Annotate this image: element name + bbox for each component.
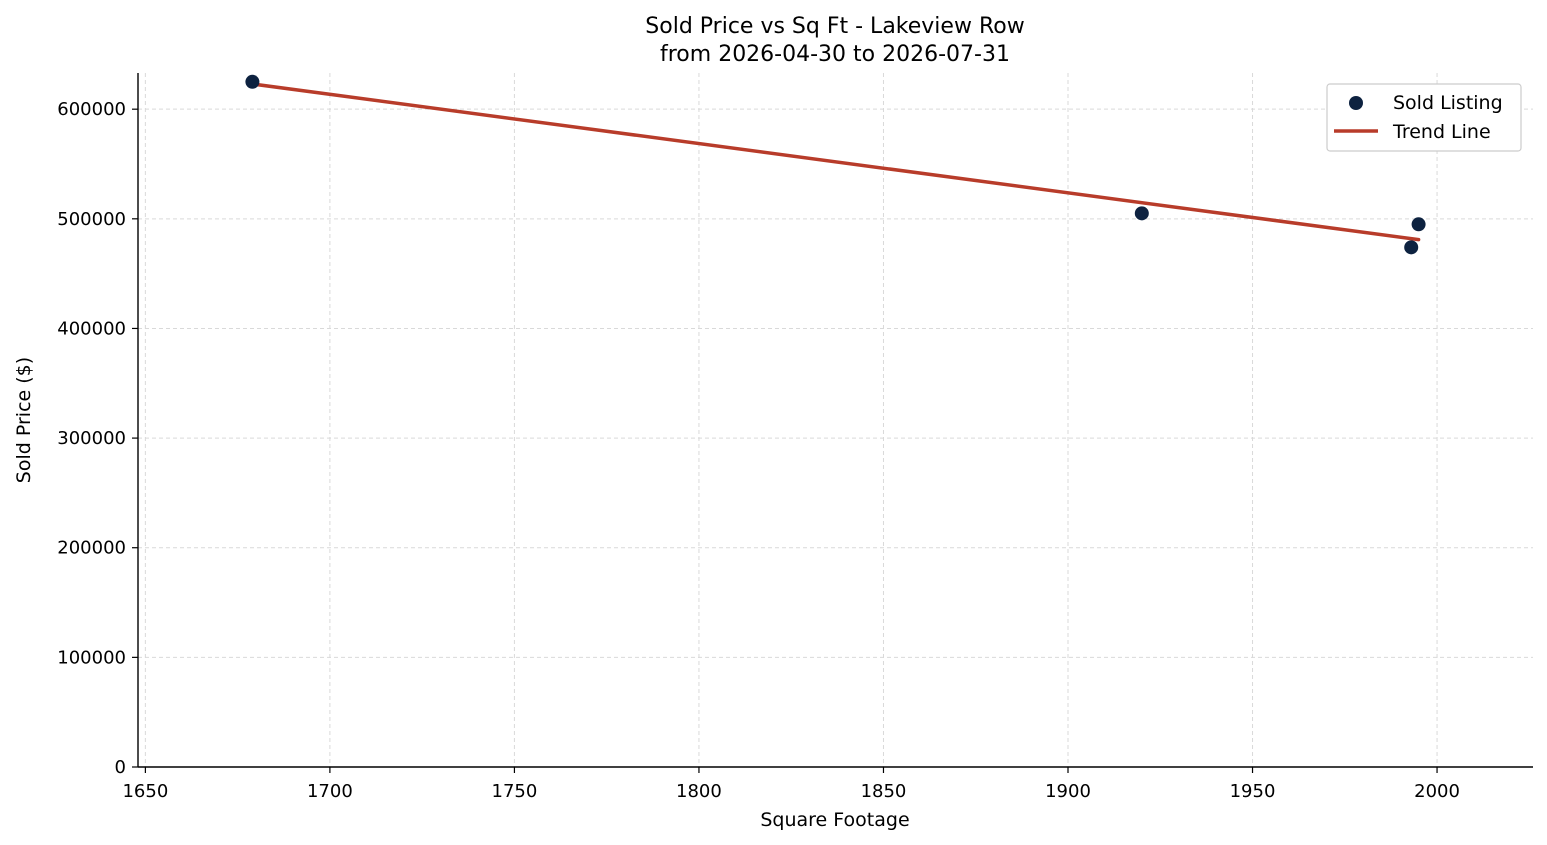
x-axis-label: Square Footage [760, 809, 909, 831]
x-tick-label: 1900 [1045, 781, 1091, 802]
y-tick-label: 500000 [57, 209, 126, 230]
x-ticks: 1650 1700 1750 1800 1850 1900 1950 2000 [122, 767, 1460, 802]
trend-line [250, 82, 1421, 242]
legend-label-sold-listing: Sold Listing [1393, 92, 1503, 114]
y-tick-label: 100000 [57, 647, 126, 668]
y-tick-label: 600000 [57, 99, 126, 120]
x-tick-label: 1850 [861, 781, 907, 802]
chart-title-line2: from 2026-04-30 to 2026-07-31 [660, 42, 1010, 67]
x-tick-label: 1650 [122, 781, 168, 802]
legend-label-trend-line: Trend Line [1392, 121, 1491, 143]
chart-title-line1: Sold Price vs Sq Ft - Lakeview Row [645, 14, 1024, 39]
x-tick-label: 1700 [307, 781, 353, 802]
y-ticks: 0 100000 200000 300000 400000 500000 600000 [57, 99, 138, 778]
scatter-point [1134, 206, 1149, 221]
y-tick-label: 200000 [57, 538, 126, 559]
legend: Sold Listing Trend Line [1326, 83, 1522, 152]
x-tick-label: 1800 [676, 781, 722, 802]
scatter-point [245, 74, 260, 89]
y-tick-label: 400000 [57, 318, 126, 339]
x-tick-label: 2000 [1414, 781, 1460, 802]
y-tick-label: 0 [115, 757, 126, 778]
x-tick-label: 1950 [1230, 781, 1276, 802]
scatter-point [1404, 240, 1419, 255]
x-tick-label: 1750 [492, 781, 538, 802]
scatter-point [1411, 217, 1426, 232]
y-tick-label: 300000 [57, 428, 126, 449]
y-axis-label: Sold Price ($) [13, 357, 35, 483]
legend-marker-sold-listing [1349, 96, 1363, 110]
scatter-points-layer [245, 74, 1426, 255]
legend-frame [1326, 83, 1522, 152]
grid [138, 73, 1533, 768]
trend-line-layer [250, 82, 1421, 242]
